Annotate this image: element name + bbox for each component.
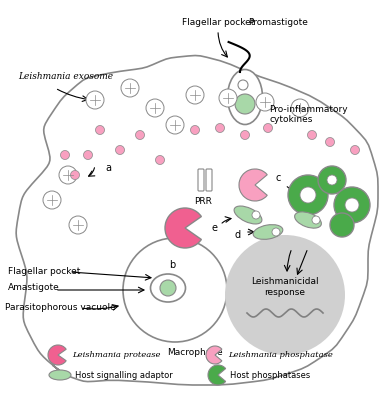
Circle shape [345,198,359,212]
Circle shape [166,116,184,134]
Circle shape [43,191,61,209]
FancyBboxPatch shape [198,169,204,191]
Text: e: e [212,223,218,233]
Circle shape [350,146,360,154]
Text: Flagellar pocket: Flagellar pocket [8,268,80,276]
Circle shape [191,126,199,134]
Ellipse shape [234,206,262,224]
Circle shape [318,166,346,194]
Text: PRR: PRR [194,197,212,206]
Circle shape [83,150,92,160]
Circle shape [116,146,125,154]
Circle shape [334,187,370,223]
Text: d: d [235,230,241,240]
Circle shape [219,89,237,107]
Ellipse shape [227,70,263,124]
Circle shape [59,166,77,184]
Text: Leishmania exosome: Leishmania exosome [18,72,113,81]
Circle shape [308,130,317,140]
Text: Host phosphatases: Host phosphatases [230,370,310,380]
Text: Pro-inflammatory
cytokines: Pro-inflammatory cytokines [269,105,348,124]
Circle shape [160,280,176,296]
Circle shape [238,80,248,90]
Text: Promastigote: Promastigote [248,18,308,27]
Wedge shape [165,208,201,248]
Circle shape [225,235,345,355]
Circle shape [235,94,255,114]
Text: Macrophage: Macrophage [167,348,223,357]
Text: Leishmania phosphatase: Leishmania phosphatase [228,351,333,359]
Circle shape [61,150,69,160]
Text: b: b [169,260,175,270]
Circle shape [186,86,204,104]
Text: Flagellar pocket: Flagellar pocket [182,18,254,27]
Wedge shape [48,345,66,365]
Circle shape [215,124,225,132]
PathPatch shape [16,56,378,385]
Circle shape [312,216,320,224]
Circle shape [146,99,164,117]
Circle shape [135,130,144,140]
Circle shape [256,93,274,111]
Circle shape [69,216,87,234]
Ellipse shape [151,274,185,302]
Wedge shape [206,346,222,364]
Circle shape [272,228,280,236]
Text: Amastigote: Amastigote [8,284,60,292]
FancyBboxPatch shape [206,169,212,191]
Text: Parasitophorous vacuole: Parasitophorous vacuole [5,304,116,312]
Ellipse shape [294,212,321,228]
Ellipse shape [49,370,71,380]
Circle shape [71,170,80,180]
Circle shape [156,156,165,164]
Text: Leishmanicidal
response: Leishmanicidal response [251,277,319,297]
Circle shape [123,238,227,342]
Text: Host signalling adaptor: Host signalling adaptor [75,370,173,380]
Circle shape [326,138,334,146]
Circle shape [121,79,139,97]
Circle shape [95,126,104,134]
Circle shape [86,91,104,109]
Wedge shape [208,365,226,385]
Circle shape [252,211,260,219]
Circle shape [300,187,316,203]
Text: a: a [105,163,111,173]
Text: Leishmania protease: Leishmania protease [72,351,161,359]
Circle shape [330,213,354,237]
Circle shape [263,124,272,132]
Ellipse shape [253,225,283,239]
Circle shape [241,130,249,140]
Circle shape [291,99,309,117]
Text: c: c [275,173,281,183]
Circle shape [327,175,337,185]
Wedge shape [239,169,267,201]
Circle shape [288,175,328,215]
